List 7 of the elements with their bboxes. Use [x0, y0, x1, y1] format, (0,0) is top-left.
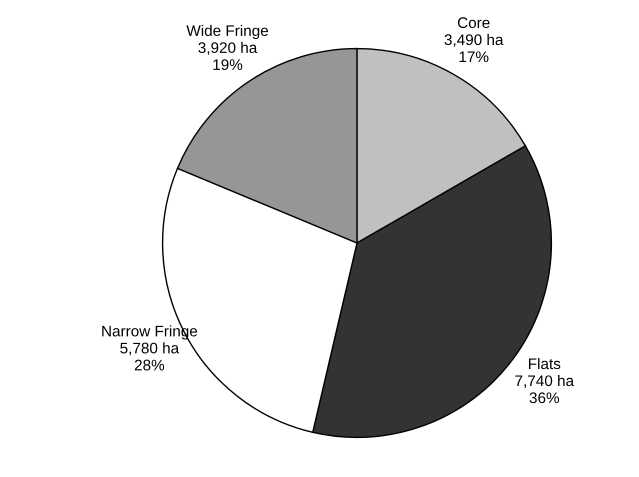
data-label: 5,780 ha 28% [120, 342, 180, 370]
data-label: 3,490 ha 17% [444, 34, 504, 62]
slice-label: Flats [529, 358, 560, 370]
data-label: 3,920 ha 19% [198, 42, 258, 70]
slice-label: Wide Fringe [186, 24, 268, 40]
slice-label: Core [458, 17, 490, 28]
data-label: 7,740 ha 36% [515, 374, 574, 404]
